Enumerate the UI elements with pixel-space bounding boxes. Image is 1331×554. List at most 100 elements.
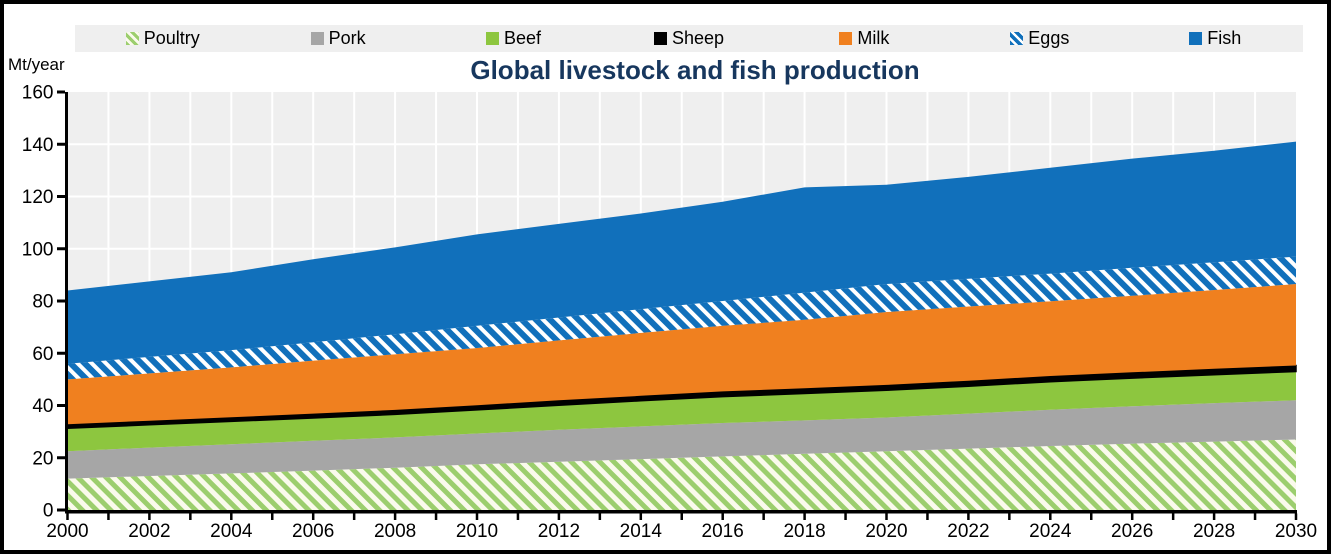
x-tick [557,513,561,520]
y-tick-label: 120 [22,187,54,208]
x-tick [189,513,192,520]
sheep-swatch-icon [653,32,667,45]
x-tick-label: 2006 [292,521,334,542]
fish-swatch-icon [1189,32,1203,45]
y-tick [57,142,65,146]
x-tick-label: 2018 [783,521,825,542]
x-tick [967,513,970,520]
pork-swatch-icon [310,32,324,45]
chart-title: Global livestock and fish production [470,55,920,85]
x-tick-label: 2002 [128,521,170,542]
area-poultry [67,439,1296,510]
x-tick [762,513,765,520]
legend-item-milk: Milk [777,28,952,49]
y-tick-label: 160 [22,83,54,104]
x-tick-label: 2028 [1193,521,1235,542]
x-tick [721,513,724,520]
legend-label-pork: Pork [328,28,366,48]
y-tick-label: 0 [43,501,54,522]
x-axis-spine [65,510,1297,514]
x-tick-label: 2016 [702,521,744,542]
x-tick-label: 2026 [1111,521,1153,542]
y-tick [57,351,65,355]
x-tick [1049,513,1052,520]
legend-item-poultry: Poultry [75,28,250,49]
legend-label-beef: Beef [504,28,542,48]
y-tick-label: 40 [32,396,53,417]
area-pork [67,400,1296,479]
y-tick-label: 100 [22,239,54,260]
x-tick-label: 2014 [620,521,663,542]
axes [65,92,1297,514]
x-tick [516,513,520,520]
x-tick [1294,513,1298,520]
x-tick [66,513,69,520]
eggs-hatch-swatch-icon [1010,32,1024,45]
x-tick [311,513,315,520]
x-tick [1090,513,1093,520]
x-tick [107,513,110,520]
y-axis-unit-label: Mt/year [8,55,65,74]
y-tick [57,404,65,407]
x-tick-label: 2020 [865,521,907,542]
x-tick [148,513,151,520]
y-axis-spine [65,92,68,514]
x-tick [1171,513,1175,520]
x-tick [885,513,888,520]
x-tick [393,513,397,520]
area-fish [67,141,1296,364]
y-tick [57,195,65,198]
x-tick-label: 2010 [456,521,498,542]
x-tick [475,513,479,520]
x-tick [639,513,643,520]
area-beef [67,371,1296,452]
legend-item-sheep: Sheep [601,28,776,49]
x-tick [352,513,356,520]
x-tick [598,513,602,520]
y-tick-label: 80 [32,292,53,313]
beef-swatch-icon [486,32,500,45]
x-tick [926,513,929,520]
legend-item-fish: Fish [1128,28,1303,49]
x-tick-label: 2012 [538,521,580,542]
y-tick [57,90,65,94]
y-tick-label: 60 [32,344,53,365]
chart-title-box: Global livestock and fish production [440,52,950,89]
x-tick-label: 2000 [46,521,88,542]
legend-label-sheep: Sheep [671,28,724,48]
y-tick [57,247,65,251]
x-tick [680,513,683,520]
x-tick [1212,513,1216,520]
legend-item-beef: Beef [426,28,601,49]
x-tick-label: 2024 [1029,521,1072,542]
x-tick-label: 2030 [1275,521,1317,542]
legend-label-milk: Milk [857,28,890,48]
x-tick [1008,513,1011,520]
y-tick [57,299,65,303]
legend-item-pork: Pork [250,28,425,49]
x-tick-label: 2004 [210,521,253,542]
area-eggs [67,256,1296,380]
x-tick [271,513,274,520]
legend-label-eggs: Eggs [1028,28,1070,48]
x-tick [1130,513,1134,520]
x-tick-label: 2008 [374,521,416,542]
y-tick-label: 20 [32,448,53,469]
x-tick [434,513,438,520]
x-axis-ticks: 2000 2002 2004 2006 2008 2010 2012 2014 2016 2018… [46,513,1317,542]
legend: Poultry Pork Beef Sheep Milk Eggs Fish [75,25,1303,52]
area-milk [67,284,1296,425]
legend-item-eggs: Eggs [952,28,1127,49]
x-tick-label: 2022 [947,521,989,542]
y-tick [57,456,65,460]
x-tick [230,513,233,520]
y-tick [57,508,65,512]
x-tick [1253,513,1257,520]
legend-label-fish: Fish [1207,28,1242,48]
poultry-hatch-swatch-icon [125,32,139,45]
y-tick-label: 140 [22,135,54,156]
x-tick [844,513,847,520]
x-tick [803,513,806,520]
